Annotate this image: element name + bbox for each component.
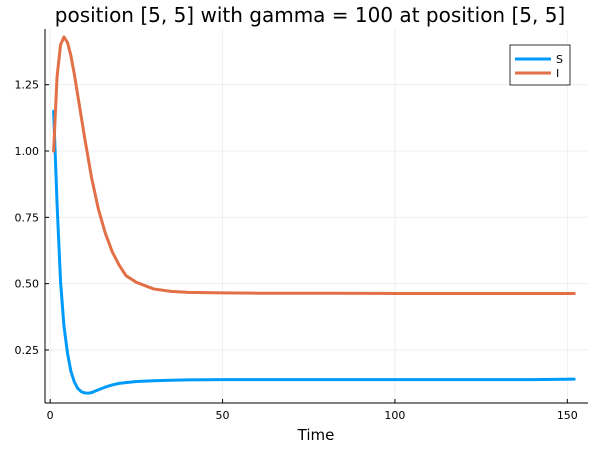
y-tick-label: 0.75 [15,211,40,224]
y-tick-label: 0.50 [15,278,40,291]
chart-title: position [5, 5] with gamma = 100 at posi… [55,3,565,27]
y-tick-label: 1.00 [15,145,40,158]
y-tick-label: 1.25 [15,79,40,92]
legend-box [509,44,571,86]
series-lines [52,35,576,395]
series-line-I [52,35,576,295]
x-tick-label: 0 [47,409,54,422]
x-tick-label: 100 [384,409,405,422]
x-tick-label: 150 [557,409,578,422]
x-tick-label: 50 [216,409,230,422]
x-axis-label: Time [297,426,335,444]
legend-label-S: S [556,53,563,66]
legend-label-I: I [556,67,559,80]
axes [44,29,588,404]
x-ticks: 0 50 100 150 [47,399,578,422]
grid [45,29,588,403]
series-line-S [52,109,576,395]
legend: SI [509,44,571,86]
y-ticks: 0.25 0.50 0.75 1.00 1.25 [15,79,49,357]
y-tick-label: 0.25 [15,344,40,357]
